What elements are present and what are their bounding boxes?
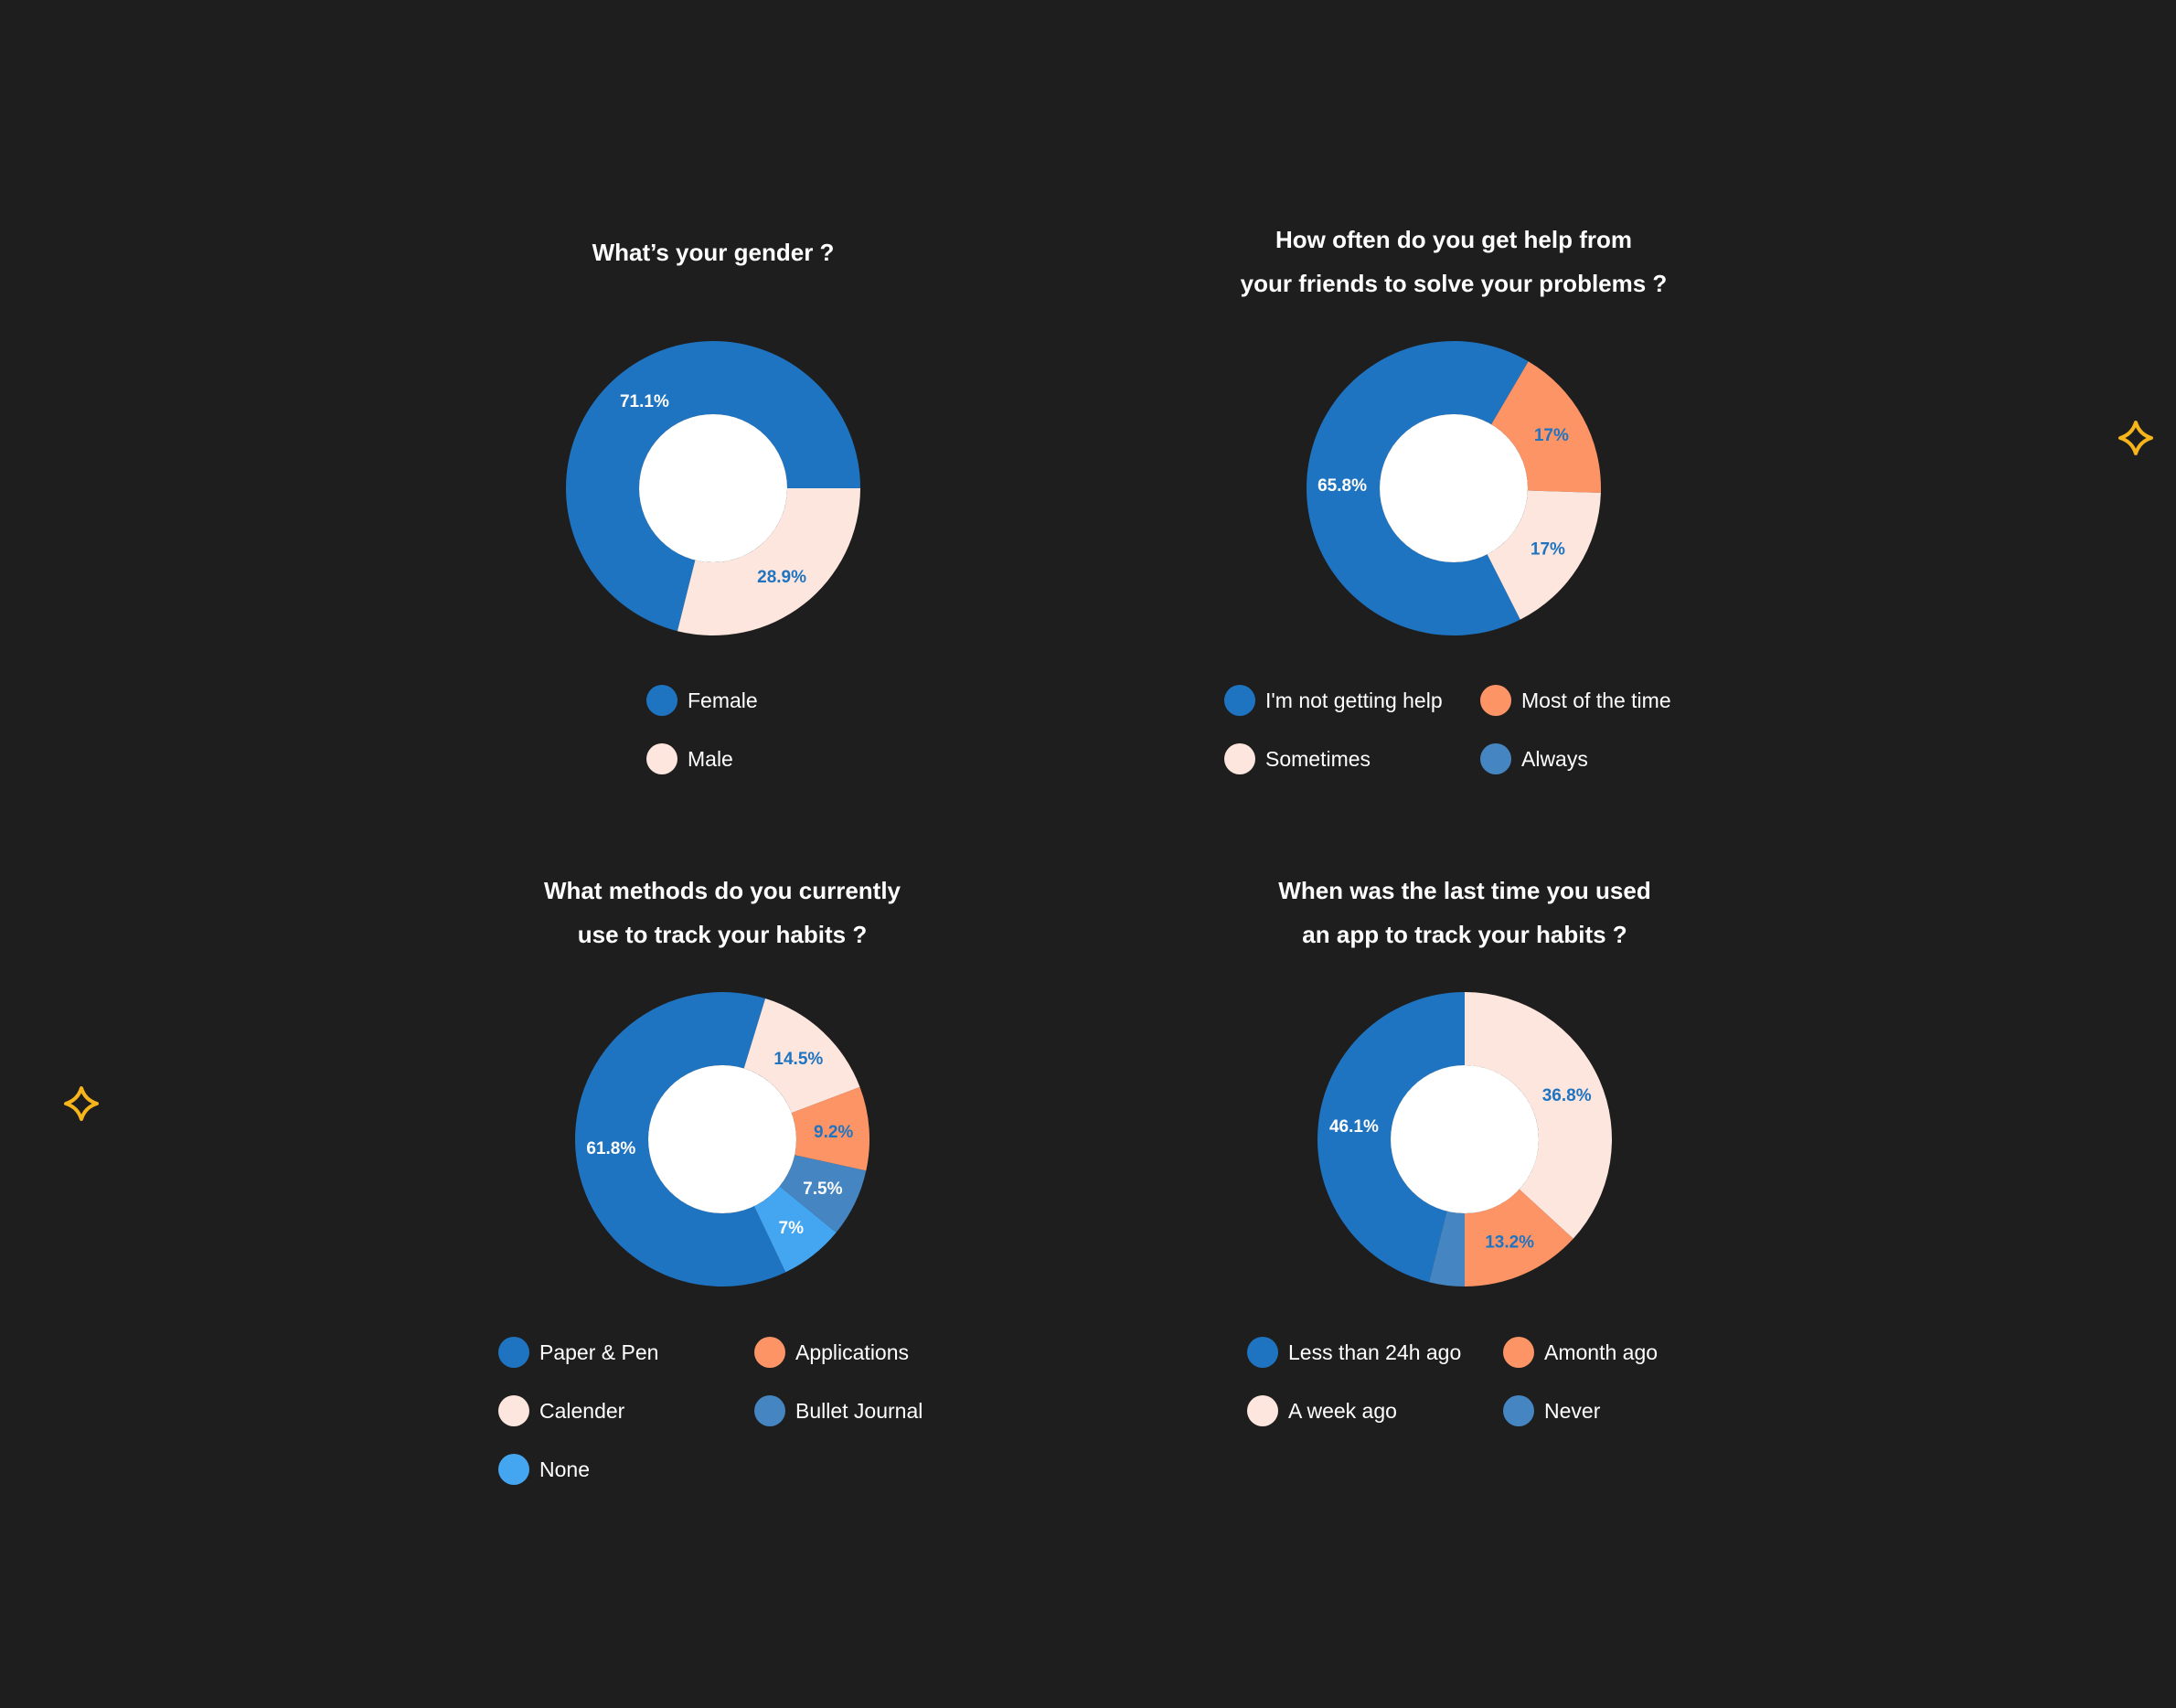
legend-swatch bbox=[754, 1337, 785, 1368]
legend-swatch bbox=[646, 685, 677, 716]
pie-slice bbox=[1491, 361, 1601, 494]
slice-label: 13.2% bbox=[1485, 1233, 1534, 1253]
legend-label: Applications bbox=[795, 1340, 909, 1364]
pie-slice bbox=[1317, 992, 1465, 1283]
legend-swatch bbox=[646, 743, 677, 774]
sparkle-icon bbox=[64, 1086, 99, 1121]
chart-title: What’s your gender ? bbox=[592, 239, 835, 266]
legend-label: Paper & Pen bbox=[539, 1340, 658, 1364]
legend-item: Never bbox=[1503, 1395, 1601, 1426]
legend-item: Always bbox=[1480, 743, 1588, 774]
slice-label: 46.1% bbox=[1329, 1117, 1379, 1137]
legend-item: Sometimes bbox=[1224, 743, 1371, 774]
pie-slice bbox=[1307, 340, 1529, 635]
pie-slice bbox=[677, 488, 860, 636]
sparkle-decorations bbox=[64, 421, 2153, 1121]
charts-container: What’s your gender ? 71.1% 28.9% Female Male… bbox=[498, 226, 1671, 1485]
chart-title: use to track your habits ? bbox=[578, 921, 867, 948]
legend-swatch bbox=[1224, 743, 1255, 774]
slice-label: 14.5% bbox=[773, 1050, 823, 1069]
pie-slice bbox=[743, 998, 860, 1114]
pie-slice bbox=[791, 1086, 869, 1171]
legend-item: Less than 24h ago bbox=[1247, 1337, 1461, 1368]
legend-swatch bbox=[498, 1454, 529, 1485]
pie-slice bbox=[1465, 992, 1613, 1239]
legend-item: Applications bbox=[754, 1337, 909, 1368]
slice-label: 36.8% bbox=[1542, 1086, 1592, 1105]
legend-label: Most of the time bbox=[1521, 689, 1671, 712]
slice-label: 7% bbox=[779, 1219, 805, 1238]
legend-label: I'm not getting help bbox=[1265, 689, 1443, 712]
chart-title: When was the last time you used bbox=[1278, 877, 1650, 904]
legend-item: Calender bbox=[498, 1395, 625, 1426]
legend-label: None bbox=[539, 1457, 590, 1481]
legend-label: Less than 24h ago bbox=[1288, 1340, 1461, 1364]
legend-item: Male bbox=[646, 743, 733, 774]
donut-hole bbox=[648, 1065, 796, 1213]
legend-item: Bullet Journal bbox=[754, 1395, 923, 1426]
pie-slice bbox=[1428, 1211, 1465, 1286]
chart-2: How often do you get help from your frien… bbox=[1224, 226, 1671, 774]
legend-swatch bbox=[1247, 1337, 1278, 1368]
slice-label: 17% bbox=[1531, 539, 1565, 559]
donut-hole bbox=[1380, 414, 1528, 562]
chart-title: your friends to solve your problems ? bbox=[1241, 270, 1668, 297]
legend-label: Sometimes bbox=[1265, 747, 1371, 771]
legend-swatch bbox=[1224, 685, 1255, 716]
legend-swatch bbox=[498, 1395, 529, 1426]
chart-4: When was the last time you used an app to… bbox=[1247, 877, 1658, 1426]
chart-title: What methods do you currently bbox=[544, 877, 901, 904]
legend-item: I'm not getting help bbox=[1224, 685, 1443, 716]
pie-slice bbox=[779, 1155, 867, 1233]
legend-item: None bbox=[498, 1454, 590, 1485]
pie-slice bbox=[1487, 490, 1601, 620]
slice-label: 28.9% bbox=[757, 568, 806, 587]
pie-slice bbox=[1465, 1189, 1573, 1286]
pie-slice bbox=[753, 1186, 837, 1273]
legend-label: Amonth ago bbox=[1544, 1340, 1658, 1364]
legend-item: Most of the time bbox=[1480, 685, 1671, 716]
legend-swatch bbox=[1480, 743, 1511, 774]
legend-item: Amonth ago bbox=[1503, 1337, 1658, 1368]
legend-item: A week ago bbox=[1247, 1395, 1397, 1426]
slice-label: 9.2% bbox=[814, 1123, 853, 1142]
chart-1: What’s your gender ? 71.1% 28.9% Female Male bbox=[566, 239, 861, 774]
slice-label: 71.1% bbox=[620, 392, 669, 411]
legend-label: Always bbox=[1521, 747, 1588, 771]
slice-label: 61.8% bbox=[586, 1139, 635, 1158]
pie-slice bbox=[566, 341, 861, 632]
legend-label: Calender bbox=[539, 1399, 625, 1423]
legend-item: Paper & Pen bbox=[498, 1337, 658, 1368]
pie-slice bbox=[575, 992, 786, 1286]
legend-swatch bbox=[1503, 1337, 1534, 1368]
slice-label: 17% bbox=[1534, 426, 1569, 445]
legend-label: Bullet Journal bbox=[795, 1399, 923, 1423]
donut-hole bbox=[1391, 1065, 1539, 1213]
donut-hole bbox=[639, 414, 787, 562]
legend-swatch bbox=[1480, 685, 1511, 716]
chart-3: What methods do you currently use to trac… bbox=[498, 877, 923, 1485]
legend-swatch bbox=[498, 1337, 529, 1368]
legend-item: Female bbox=[646, 685, 758, 716]
chart-title: an app to track your habits ? bbox=[1302, 921, 1627, 948]
legend-swatch bbox=[1503, 1395, 1534, 1426]
legend-swatch bbox=[1247, 1395, 1278, 1426]
legend-label: A week ago bbox=[1288, 1399, 1397, 1423]
legend-swatch bbox=[754, 1395, 785, 1426]
slice-label: 65.8% bbox=[1317, 476, 1367, 496]
legend-label: Never bbox=[1544, 1399, 1601, 1423]
legend-label: Male bbox=[688, 747, 733, 771]
sparkle-icon bbox=[2118, 421, 2153, 455]
slice-label: 7.5% bbox=[803, 1180, 842, 1199]
chart-title: How often do you get help from bbox=[1275, 226, 1632, 253]
legend-label: Female bbox=[688, 689, 758, 712]
